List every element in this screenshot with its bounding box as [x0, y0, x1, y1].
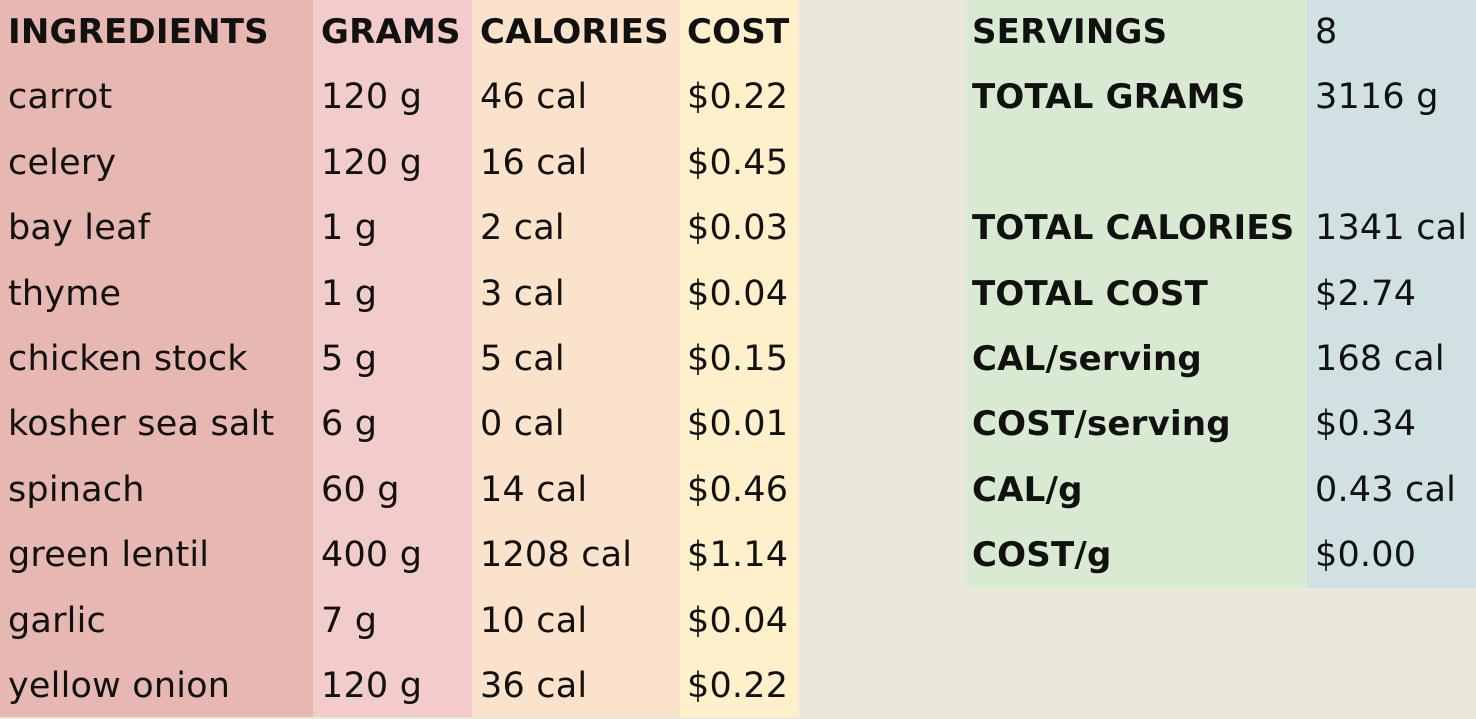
cost-per-serving-label[interactable]: COST/serving [972, 404, 1231, 445]
grams-cell[interactable]: 7 g [321, 600, 378, 641]
ingredient-cell[interactable]: bay leaf [8, 208, 151, 249]
grams-cell[interactable]: 120 g [321, 77, 423, 118]
cost-cell[interactable]: $0.04 [687, 600, 789, 641]
grams-cell[interactable]: 6 g [321, 404, 378, 445]
calories-cell[interactable]: 5 cal [480, 339, 565, 379]
ingredient-cell[interactable]: spinach [8, 469, 145, 510]
servings-label[interactable]: SERVINGS [972, 12, 1168, 52]
total-grams-value[interactable]: 3116 g [1315, 77, 1439, 118]
header-calories[interactable]: CALORIES [480, 12, 669, 52]
cost-cell[interactable]: $0.01 [687, 404, 789, 445]
summary-value-column [1307, 0, 1476, 588]
calories-cell[interactable]: 14 cal [480, 469, 588, 510]
calories-cell[interactable]: 1208 cal [480, 535, 633, 576]
cost-cell[interactable]: $0.46 [687, 469, 789, 510]
summary-label-column [965, 0, 1307, 588]
ingredients-column [0, 0, 313, 717]
grams-cell[interactable]: 60 g [321, 469, 400, 510]
total-calories-label[interactable]: TOTAL CALORIES [972, 208, 1295, 249]
grams-column [313, 0, 472, 717]
total-calories-value[interactable]: 1341 cal [1315, 208, 1468, 249]
ingredient-cell[interactable]: kosher sea salt [8, 404, 275, 445]
cost-cell[interactable]: $1.14 [687, 535, 789, 576]
calories-cell[interactable]: 0 cal [480, 404, 565, 445]
ingredient-cell[interactable]: yellow onion [8, 666, 231, 706]
cost-cell[interactable]: $0.45 [687, 142, 789, 183]
grams-cell[interactable]: 1 g [321, 273, 378, 314]
cost-cell[interactable]: $0.04 [687, 273, 789, 314]
calories-cell[interactable]: 2 cal [480, 208, 565, 249]
servings-value[interactable]: 8 [1315, 12, 1338, 52]
calories-cell[interactable]: 10 cal [480, 600, 588, 641]
ingredient-cell[interactable]: chicken stock [8, 339, 248, 379]
cost-cell[interactable]: $0.15 [687, 339, 789, 379]
total-cost-label[interactable]: TOTAL COST [972, 273, 1208, 314]
cost-cell[interactable]: $0.03 [687, 208, 789, 249]
grams-cell[interactable]: 5 g [321, 339, 378, 379]
header-grams[interactable]: GRAMS [321, 12, 461, 52]
cost-cell[interactable]: $0.22 [687, 666, 789, 706]
grams-cell[interactable]: 120 g [321, 666, 423, 706]
cost-cell[interactable]: $0.22 [687, 77, 789, 118]
ingredient-cell[interactable]: garlic [8, 600, 106, 641]
cost-per-serving-value[interactable]: $0.34 [1315, 404, 1417, 445]
calories-column [472, 0, 680, 717]
cal-per-gram-label[interactable]: CAL/g [972, 469, 1083, 510]
cost-per-gram-value[interactable]: $0.00 [1315, 535, 1417, 576]
ingredient-cell[interactable]: thyme [8, 273, 122, 314]
grams-cell[interactable]: 120 g [321, 142, 423, 183]
ingredient-cell[interactable]: green lentil [8, 535, 210, 576]
calories-cell[interactable]: 16 cal [480, 142, 588, 183]
total-grams-label[interactable]: TOTAL GRAMS [972, 77, 1246, 118]
ingredient-cell[interactable]: celery [8, 142, 117, 183]
header-ingredients[interactable]: INGREDIENTS [8, 12, 269, 52]
cost-column [680, 0, 799, 717]
grams-cell[interactable]: 400 g [321, 535, 423, 576]
total-cost-value[interactable]: $2.74 [1315, 273, 1417, 314]
cal-per-gram-value[interactable]: 0.43 cal [1315, 469, 1457, 510]
ingredient-cell[interactable]: carrot [8, 77, 113, 118]
cal-per-serving-label[interactable]: CAL/serving [972, 339, 1202, 379]
cost-per-gram-label[interactable]: COST/g [972, 535, 1112, 576]
cal-per-serving-value[interactable]: 168 cal [1315, 339, 1445, 379]
calories-cell[interactable]: 36 cal [480, 666, 588, 706]
header-cost[interactable]: COST [687, 12, 790, 52]
grams-cell[interactable]: 1 g [321, 208, 378, 249]
calories-cell[interactable]: 46 cal [480, 77, 588, 118]
calories-cell[interactable]: 3 cal [480, 273, 565, 314]
